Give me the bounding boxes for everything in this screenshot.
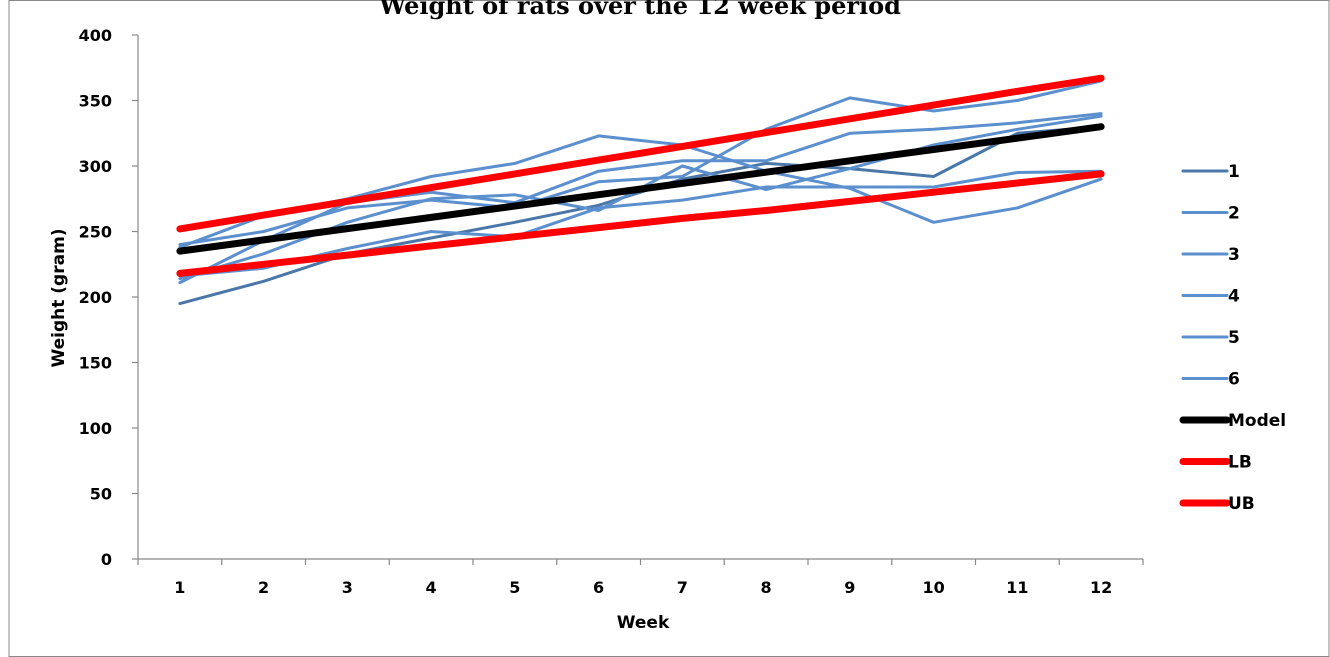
legend-label-1: 1 (1228, 162, 1240, 182)
series-line-ub (176, 74, 1105, 233)
legend-label-4: 4 (1228, 287, 1240, 307)
y-tick-label: 50 (90, 485, 112, 504)
x-tick-label: 7 (677, 578, 688, 597)
chart-title: Weight of rats over the 12 week period (378, 0, 901, 20)
y-tick-label: 300 (79, 157, 112, 176)
x-tick-label: 10 (922, 578, 944, 597)
legend-label-3: 3 (1228, 245, 1240, 265)
x-tick-label: 5 (509, 578, 520, 597)
y-tick-label: 250 (79, 223, 112, 242)
x-tick-label: 2 (258, 578, 269, 597)
series-line-lb (176, 170, 1105, 277)
series-lines (176, 74, 1105, 306)
series-line-model (176, 123, 1105, 255)
y-tick-label: 100 (79, 419, 112, 438)
y-tick-label: 0 (101, 550, 112, 569)
y-tick-label: 400 (79, 26, 112, 45)
legend-label-2: 2 (1228, 204, 1240, 224)
legend-label-ub: UB (1228, 494, 1255, 514)
y-tick-label: 200 (79, 288, 112, 307)
y-axis-title: Weight (gram) (49, 228, 69, 367)
y-tick-label: 350 (79, 92, 112, 111)
x-tick-label: 12 (1090, 578, 1112, 597)
x-tick-label: 11 (1006, 578, 1028, 597)
series-line-6 (178, 79, 1103, 247)
x-tick-label: 1 (174, 578, 185, 597)
legend-label-model: Model (1228, 411, 1286, 431)
x-tick-label: 6 (593, 578, 604, 597)
legend-label-lb: LB (1228, 453, 1252, 473)
series-line-5 (178, 169, 1103, 278)
x-tick-label: 3 (342, 578, 353, 597)
x-tick-label: 9 (844, 578, 855, 597)
x-axis-title: Week (617, 613, 670, 633)
x-tick-label: 4 (426, 578, 437, 597)
legend: 1 2 3 4 5 6 Model LB UB (1179, 162, 1286, 514)
y-tick-label: 150 (79, 354, 112, 373)
legend-label-5: 5 (1228, 328, 1240, 348)
legend-label-6: 6 (1228, 370, 1240, 390)
series-line-3 (178, 112, 1103, 285)
x-tick-label: 8 (761, 578, 772, 597)
